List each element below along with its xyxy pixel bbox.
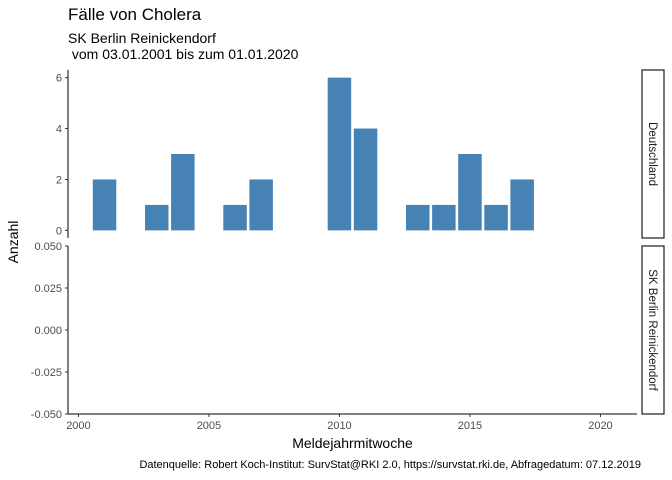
chart-subtitle: SK Berlin Reinickendorf vom 03.01.2001 b… bbox=[68, 30, 299, 62]
y-tick-label: 4 bbox=[56, 124, 62, 136]
bar bbox=[458, 154, 482, 231]
y-tick-label: -0.025 bbox=[31, 367, 62, 379]
panel-reinickendorf: -0.050 -0.025 0.000 0.025 0.050 bbox=[31, 241, 69, 421]
bar bbox=[327, 77, 352, 231]
bar bbox=[353, 128, 378, 231]
bar bbox=[249, 179, 273, 231]
strip-reinickendorf-label: SK Berlin Reinickendorf bbox=[646, 269, 658, 391]
x-tick-label: 2020 bbox=[588, 420, 612, 432]
y-axis-label: Anzahl bbox=[5, 221, 21, 264]
y-tick-label: -0.050 bbox=[31, 409, 62, 421]
x-axis-label: Meldejahrmitwoche bbox=[292, 435, 413, 451]
bar bbox=[432, 204, 456, 231]
bar bbox=[223, 204, 247, 231]
panel-deutschland: 0 2 4 6 bbox=[56, 70, 534, 238]
y-tick-label: 0.000 bbox=[34, 325, 62, 337]
y-tick-label: 2 bbox=[56, 174, 62, 186]
y-tick-label: 0.050 bbox=[34, 241, 62, 253]
x-tick-label: 2010 bbox=[327, 420, 351, 432]
strip-deutschland-label: Deutschland bbox=[646, 122, 658, 186]
y-tick-label: 6 bbox=[56, 73, 62, 85]
bar bbox=[406, 204, 430, 231]
data-source-caption: Datenquelle: Robert Koch-Institut: SurvS… bbox=[139, 459, 641, 471]
y-tick-label: 0.025 bbox=[34, 283, 62, 295]
strip-reinickendorf-box bbox=[641, 245, 665, 415]
x-tick-label: 2005 bbox=[197, 420, 221, 432]
bar bbox=[484, 204, 508, 231]
bar bbox=[171, 154, 195, 231]
y-tick-label: 0 bbox=[56, 225, 62, 237]
bar bbox=[510, 179, 534, 231]
chart-title: Fälle von Cholera bbox=[68, 5, 202, 24]
x-tick-label: 2000 bbox=[66, 420, 90, 432]
x-axis: 2000 2005 2010 2015 2020 bbox=[66, 413, 637, 432]
bar bbox=[92, 179, 117, 231]
strip-deutschland-box bbox=[641, 69, 665, 239]
x-tick-label: 2015 bbox=[458, 420, 482, 432]
bar bbox=[144, 204, 169, 231]
